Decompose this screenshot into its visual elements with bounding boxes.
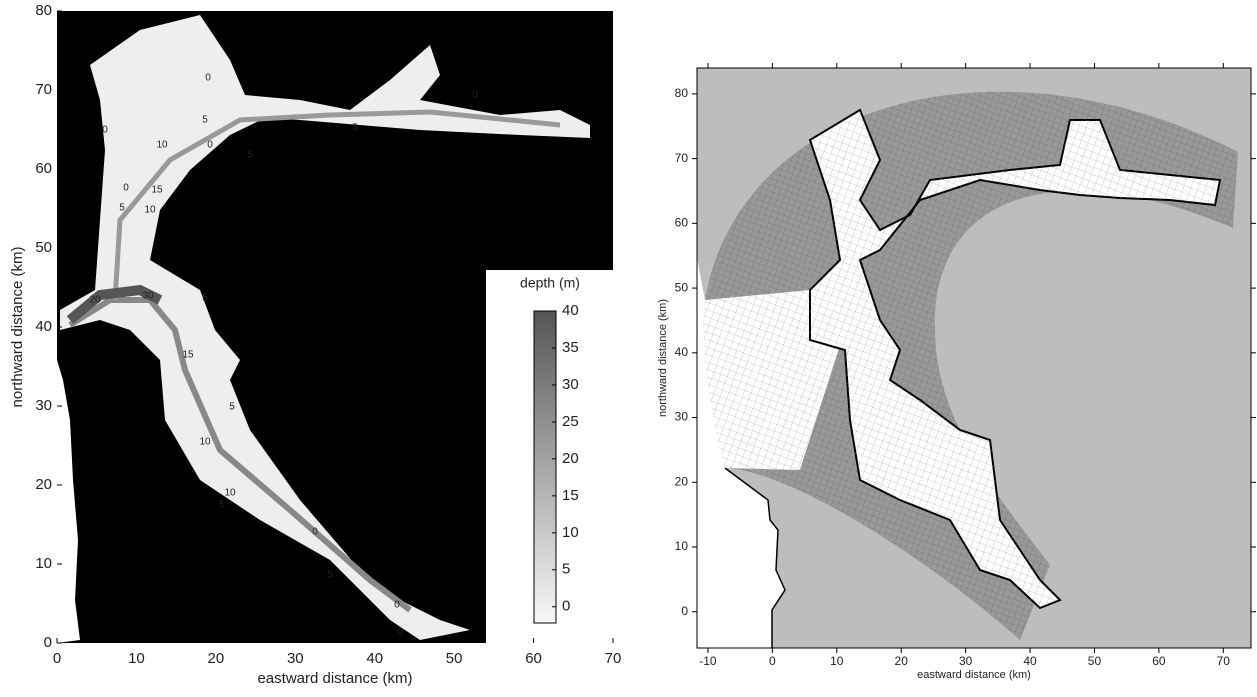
contour-label: 0 xyxy=(102,125,108,136)
x-tick-label: 40 xyxy=(366,650,383,667)
y-tick-label: 10 xyxy=(35,555,52,572)
contour-label: 0 xyxy=(394,600,400,611)
colorbar-tick-label: 20 xyxy=(562,450,579,467)
y-tick-label: 20 xyxy=(35,476,52,493)
x-tick-label: 30 xyxy=(287,650,304,667)
contour-label: 15 xyxy=(151,185,163,196)
contour-label: 20 xyxy=(89,295,101,306)
contour-label: 0 xyxy=(312,527,318,538)
contour-label: 5 xyxy=(352,123,358,134)
y-tick-label: 80 xyxy=(35,2,52,19)
contour-label: 10 xyxy=(224,488,236,499)
colorbar-tick-label: 5 xyxy=(562,561,570,578)
x-tick-label: 40 xyxy=(1023,654,1037,668)
y-tick-label: 40 xyxy=(675,345,689,359)
x-tick-label: 10 xyxy=(830,654,844,668)
x-tick-label: 0 xyxy=(769,654,776,668)
x-tick-label: 60 xyxy=(525,650,542,667)
y-tick-label: 20 xyxy=(675,474,689,488)
figure: 01020304050607001020304050607080eastward… xyxy=(0,0,1257,697)
y-tick-label: 60 xyxy=(675,216,689,230)
y-tick-label: 0 xyxy=(44,634,52,651)
y-tick-label: 70 xyxy=(35,81,52,98)
y-tick-label: 30 xyxy=(675,410,689,424)
contour-label: 10 xyxy=(199,437,211,448)
contour-label: 5 xyxy=(327,570,333,581)
colorbar-tick-label: 15 xyxy=(562,487,579,504)
x-tick-label: 70 xyxy=(605,650,622,667)
mesh-map xyxy=(697,68,1251,648)
colorbar-tick-label: 40 xyxy=(562,302,579,319)
bathymetry-map xyxy=(57,11,613,643)
contour-label: 30 xyxy=(142,291,154,302)
contour-label: 0 xyxy=(472,90,478,101)
contour-label: 0 xyxy=(123,183,129,194)
x-tick-label: 20 xyxy=(895,654,909,668)
contour-label: 10 xyxy=(156,140,168,151)
y-tick-label: 0 xyxy=(681,604,688,618)
contour-label: 10 xyxy=(144,205,156,216)
y-tick-label: 70 xyxy=(675,151,689,165)
x-tick-label: 60 xyxy=(1152,654,1166,668)
x-tick-label: -10 xyxy=(699,654,717,668)
x-tick-label: 0 xyxy=(53,650,61,667)
contour-label: 0 xyxy=(397,627,403,638)
colorbar-tick-label: 0 xyxy=(562,598,570,615)
x-axis-label: eastward distance (km) xyxy=(257,670,412,687)
y-tick-label: 40 xyxy=(35,318,52,335)
colorbar-tick-label: 10 xyxy=(562,524,579,541)
x-tick-label: 70 xyxy=(1217,654,1231,668)
y-axis-label: northward distance (km) xyxy=(657,299,669,417)
contour-label: 5 xyxy=(219,500,225,511)
colorbar-tick-label: 25 xyxy=(562,413,579,430)
x-tick-label: 10 xyxy=(128,650,145,667)
contour-label: 15 xyxy=(182,350,194,361)
x-axis-label: eastward distance (km) xyxy=(917,669,1031,681)
y-tick-label: 80 xyxy=(675,86,689,100)
x-tick-label: 50 xyxy=(1088,654,1102,668)
x-tick-label: 20 xyxy=(208,650,225,667)
colorbar-label: depth (m) xyxy=(520,275,580,291)
contour-label: 5 xyxy=(202,115,208,126)
y-axis-label: northward distance (km) xyxy=(9,247,26,408)
y-tick-label: 60 xyxy=(35,160,52,177)
colorbar-tick-label: 30 xyxy=(562,376,579,393)
y-tick-label: 50 xyxy=(675,280,689,294)
y-tick-label: 10 xyxy=(675,539,689,553)
y-tick-label: 30 xyxy=(35,397,52,414)
contour-label: 5 xyxy=(119,203,125,214)
colorbar-tick-label: 35 xyxy=(562,339,579,356)
x-tick-label: 30 xyxy=(959,654,973,668)
contour-label: 0 xyxy=(205,73,211,84)
contour-label: 0 xyxy=(207,140,213,151)
y-tick-label: 50 xyxy=(35,239,52,256)
x-tick-label: 50 xyxy=(446,650,463,667)
contour-label: 5 xyxy=(202,293,208,304)
contour-label: 5 xyxy=(247,150,253,161)
contour-label: 5 xyxy=(229,402,235,413)
